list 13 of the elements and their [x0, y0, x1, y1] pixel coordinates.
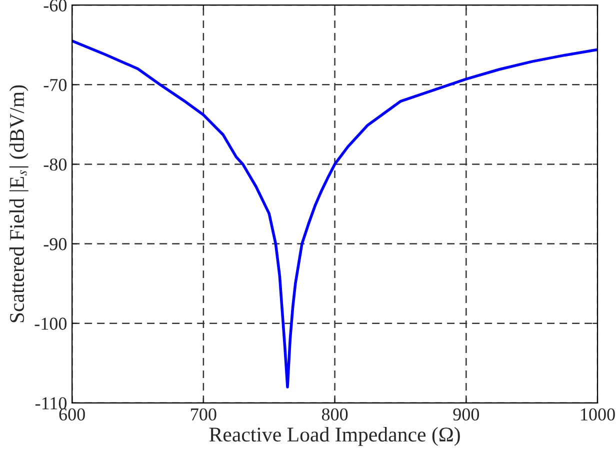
- x-tick-label: 700: [191, 408, 216, 421]
- y-tick-label: -100: [34, 318, 67, 330]
- y-tick-label: -70: [44, 78, 67, 92]
- x-tick-label: 800: [322, 408, 348, 421]
- line-series: [72, 39, 598, 388]
- x-tick-label: 600: [59, 408, 85, 421]
- x-tick-label: 1000: [581, 408, 615, 421]
- y-axis-title: Scattered Field |E$_{s}$| (dBV/m): [9, 85, 28, 322]
- y-tick-label: -90: [44, 238, 67, 250]
- y-tick-label: -80: [44, 158, 67, 171]
- x-axis-title: Reactive Load Impedance (Ω): [209, 426, 460, 446]
- x-tick-label: 900: [453, 408, 480, 421]
- y-tick-label: -110: [35, 397, 67, 410]
